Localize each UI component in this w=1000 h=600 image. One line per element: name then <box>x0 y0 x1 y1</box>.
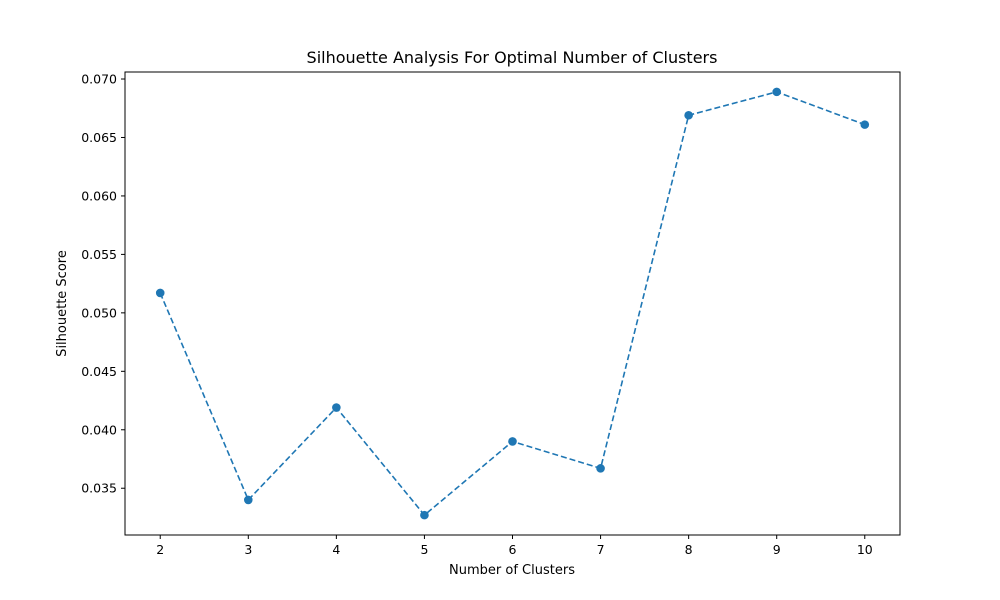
y-axis-label: Silhouette Score <box>55 250 70 357</box>
x-tick-label: 9 <box>773 542 781 557</box>
y-axis-ticks: 0.035 0.040 0.045 0.050 0.055 0.060 0.065 0.070 <box>81 72 125 496</box>
data-point <box>596 464 605 473</box>
data-point <box>243 495 253 505</box>
x-tick-label: 4 <box>332 542 340 557</box>
y-tick-label: 0.070 <box>81 72 117 87</box>
y-tick-label: 0.065 <box>81 130 117 145</box>
x-tick-label: 8 <box>685 542 693 557</box>
y-tick-label: 0.060 <box>81 188 117 203</box>
x-tick-label: 10 <box>857 542 873 557</box>
data-point <box>772 87 782 97</box>
y-tick-label: 0.040 <box>81 422 117 437</box>
x-tick-label: 5 <box>420 542 428 557</box>
x-tick-label: 6 <box>509 542 517 557</box>
series-layer <box>155 87 870 520</box>
x-tick-label: 2 <box>156 542 164 557</box>
y-tick-label: 0.045 <box>81 364 117 379</box>
x-axis-ticks: 2 3 4 5 6 7 8 9 10 <box>156 535 873 557</box>
data-point <box>155 288 165 298</box>
y-tick-label: 0.055 <box>81 247 117 262</box>
data-point <box>684 110 693 120</box>
data-point <box>508 437 517 446</box>
plot-frame <box>124 71 901 536</box>
x-axis-label: Number of Clusters <box>449 563 575 578</box>
data-point <box>420 510 429 520</box>
x-tick-label: 3 <box>244 542 252 557</box>
y-tick-label: 0.050 <box>81 305 117 320</box>
data-point <box>332 403 341 412</box>
y-tick-label: 0.035 <box>81 481 117 496</box>
data-point <box>860 120 870 129</box>
chart-title: Silhouette Analysis For Optimal Number o… <box>307 48 718 67</box>
x-tick-label: 7 <box>597 542 605 557</box>
plot-area <box>125 72 900 535</box>
